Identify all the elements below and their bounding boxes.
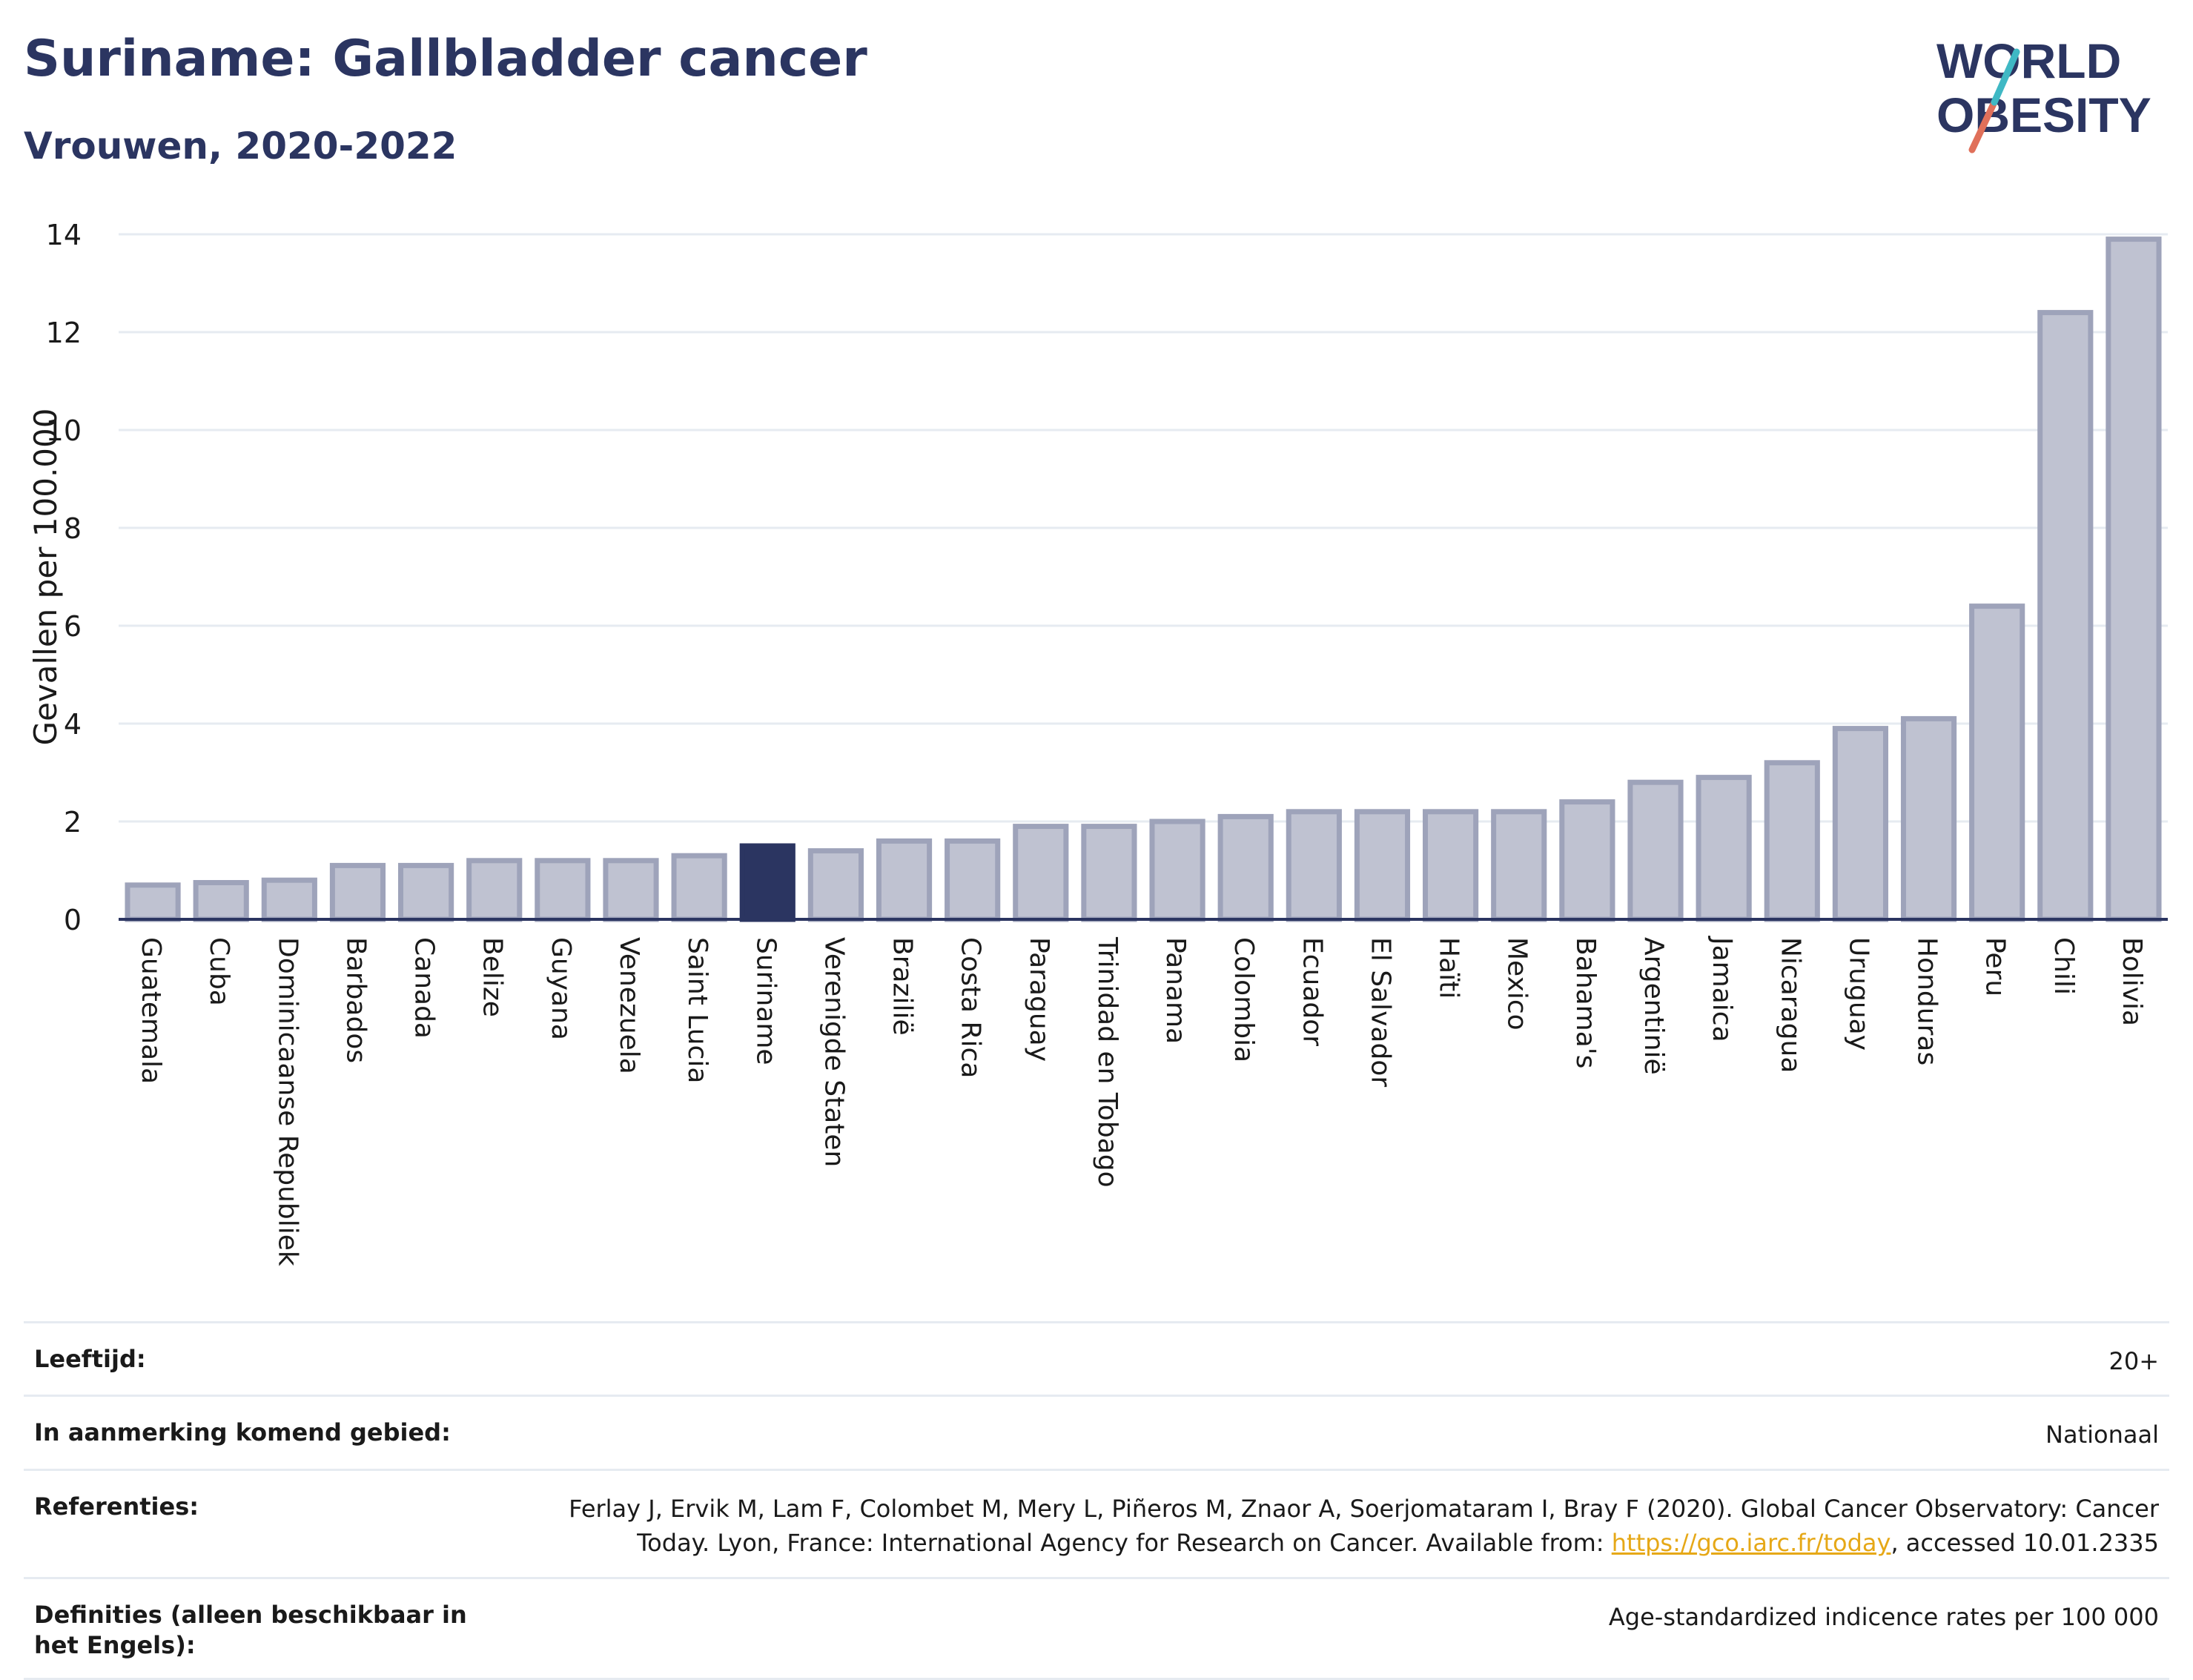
bar-argentini- bbox=[1627, 779, 1684, 922]
bar-paraguay bbox=[1013, 824, 1069, 922]
reference-text: Ferlay J, Ervik M, Lam F, Colombet M, Me… bbox=[569, 1494, 2159, 1558]
x-tick-label: Brazilië bbox=[887, 937, 918, 1036]
x-tick-label: Haïti bbox=[1434, 937, 1464, 999]
reference-accessed: , accessed 10.01.2335 bbox=[1891, 1529, 2159, 1558]
x-tick-label: Canada bbox=[409, 937, 440, 1039]
x-tick-label: Uruguay bbox=[1843, 937, 1873, 1051]
bar-canada bbox=[398, 862, 454, 922]
bar-colombia bbox=[1217, 813, 1274, 922]
x-tick-label: Suriname bbox=[750, 937, 781, 1065]
bar-honduras bbox=[1900, 715, 1957, 922]
x-tick-label: Trinidad en Tobago bbox=[1092, 936, 1122, 1188]
reference-link[interactable]: https://gco.iarc.fr/today bbox=[1611, 1529, 1891, 1558]
meta-value: 20+ bbox=[2108, 1347, 2159, 1375]
x-tick-label: Venezuela bbox=[614, 937, 644, 1074]
svg-text:WORLD: WORLD bbox=[1936, 33, 2121, 88]
y-tick-label: 2 bbox=[64, 806, 82, 839]
bar-dominicaanse-republiek bbox=[261, 877, 317, 922]
x-tick-label: Guatemala bbox=[136, 937, 166, 1084]
x-tick-label: Jamaica bbox=[1707, 936, 1737, 1042]
y-tick-label: 4 bbox=[64, 708, 82, 741]
bar-bahama-s bbox=[1559, 799, 1615, 922]
meta-row-definitions: Definities (alleen beschikbaar in het En… bbox=[24, 1576, 2169, 1680]
x-tick-label: Dominicaanse Republiek bbox=[272, 937, 302, 1266]
bar-venezuela bbox=[603, 858, 659, 922]
meta-label: Referenties: bbox=[34, 1492, 199, 1521]
bar-chart: 0 2 4 6 8 10 12 14 Guatemala Cuba Dominicaanse Re… bbox=[27, 219, 2168, 1266]
x-tick-label: Cuba bbox=[204, 937, 234, 1006]
x-tick-label: Honduras bbox=[1912, 937, 1942, 1065]
x-tick-label: Mexico bbox=[1502, 937, 1532, 1031]
bar-barbados bbox=[329, 862, 386, 922]
meta-label: Leeftijd: bbox=[34, 1345, 146, 1373]
bar-cuba bbox=[193, 880, 249, 922]
bar-costa-rica bbox=[945, 838, 1001, 922]
svg-text:OBESITY: OBESITY bbox=[1936, 87, 2151, 142]
bar-chili bbox=[2037, 310, 2094, 922]
bar-jamaica bbox=[1696, 775, 1752, 922]
x-tick-label: Belize bbox=[477, 937, 508, 1017]
x-tick-label: Verenigde Staten bbox=[818, 937, 849, 1167]
bar-bolivia bbox=[2106, 237, 2162, 922]
meta-row-area: In aanmerking komend gebied: Nationaal bbox=[24, 1395, 2169, 1468]
y-axis-ticks: 0 2 4 6 8 10 12 14 bbox=[46, 219, 82, 936]
bar-guyana bbox=[535, 858, 591, 922]
meta-label: Definities (alleen beschikbaar in het En… bbox=[34, 1600, 467, 1660]
bar-ha-ti bbox=[1423, 809, 1479, 922]
bar-ecuador bbox=[1286, 809, 1342, 922]
x-tick-label: Colombia bbox=[1228, 937, 1259, 1062]
x-tick-label: Guyana bbox=[546, 937, 576, 1040]
x-tick-label: Bolivia bbox=[2117, 937, 2147, 1026]
bar-panama bbox=[1149, 818, 1205, 922]
bar-nicaragua bbox=[1764, 760, 1820, 922]
y-tick-label: 0 bbox=[64, 904, 82, 936]
bar-saint-lucia bbox=[671, 853, 727, 922]
x-tick-label: Costa Rica bbox=[956, 937, 986, 1078]
meta-row-references: Referenties: Ferlay J, Ervik M, Lam F, C… bbox=[24, 1468, 2169, 1577]
bar-trinidad-en-tobago bbox=[1081, 824, 1137, 922]
x-tick-label: Peru bbox=[1980, 937, 2011, 996]
bar-belize bbox=[466, 858, 523, 922]
meta-label: In aanmerking komend gebied: bbox=[34, 1418, 451, 1447]
world-obesity-logo: WORLD OBESITY bbox=[1936, 33, 2151, 153]
x-tick-label: Nicaragua bbox=[1775, 937, 1805, 1073]
meta-value: Ferlay J, Ervik M, Lam F, Colombet M, Me… bbox=[565, 1492, 2159, 1561]
y-tick-label: 8 bbox=[64, 512, 82, 545]
bars bbox=[125, 237, 2162, 922]
x-tick-label: Argentinië bbox=[1638, 937, 1669, 1075]
x-tick-label: Paraguay bbox=[1024, 937, 1054, 1062]
metadata-table: Leeftijd: 20+ In aanmerking komend gebie… bbox=[24, 1321, 2169, 1680]
x-tick-label: Ecuador bbox=[1297, 937, 1327, 1046]
meta-value: Nationaal bbox=[2045, 1421, 2159, 1449]
x-axis-ticks: Guatemala Cuba Dominicaanse Republiek Barba… bbox=[136, 936, 2147, 1266]
x-tick-label: Bahama's bbox=[1570, 937, 1601, 1068]
bar-peru bbox=[1969, 603, 2025, 922]
chart-subtitle: Vrouwen, 2020-2022 bbox=[24, 125, 457, 168]
y-tick-label: 6 bbox=[64, 610, 82, 643]
y-tick-label: 10 bbox=[46, 414, 82, 447]
chart-title: Suriname: Gallbladder cancer bbox=[24, 30, 867, 88]
meta-row-age: Leeftijd: 20+ bbox=[24, 1321, 2169, 1395]
x-tick-label: Saint Lucia bbox=[682, 937, 712, 1083]
bar-guatemala bbox=[125, 882, 181, 922]
y-axis-label: Gevallen per 100.000 bbox=[27, 409, 64, 746]
y-tick-label: 12 bbox=[46, 317, 82, 349]
bar-el-salvador bbox=[1354, 809, 1411, 922]
bar-verenigde-staten bbox=[807, 848, 864, 922]
y-tick-label: 14 bbox=[46, 219, 82, 251]
x-tick-label: Panama bbox=[1160, 937, 1191, 1044]
x-tick-label: Chili bbox=[2048, 937, 2079, 995]
x-tick-label: El Salvador bbox=[1365, 937, 1395, 1087]
x-tick-label: Barbados bbox=[340, 937, 371, 1063]
bar-suriname bbox=[739, 843, 796, 922]
meta-value: Age-standardized indicence rates per 100… bbox=[1608, 1602, 2159, 1631]
bar-mexico bbox=[1491, 809, 1547, 922]
bar-uruguay bbox=[1832, 726, 1888, 922]
bar-brazili- bbox=[876, 838, 933, 922]
